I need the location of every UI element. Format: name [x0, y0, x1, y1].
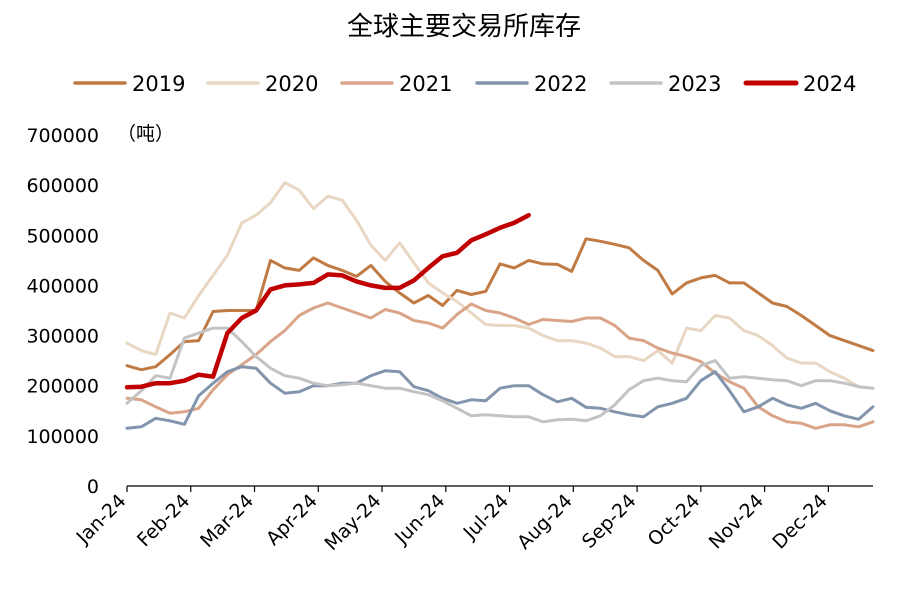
x-tick-label: Jan-24 — [72, 490, 131, 549]
series-line-2022 — [125, 365, 875, 430]
x-tick-label: Jul-24 — [459, 490, 513, 544]
series-line-2020 — [125, 181, 875, 390]
legend-label: 2021 — [399, 72, 452, 96]
y-tick-label: 700000 — [26, 125, 99, 147]
x-tick-label: Sep-24 — [578, 490, 641, 553]
legend-label: 2020 — [265, 72, 318, 96]
x-tick-label: Dec-24 — [768, 490, 832, 554]
y-tick-label: 600000 — [26, 175, 99, 197]
x-tick-label: Mar-24 — [196, 490, 258, 552]
legend-label: 2022 — [534, 72, 587, 96]
legend-item-2023: 2023 — [609, 72, 721, 96]
x-tick-label: Apr-24 — [262, 490, 322, 550]
x-tick-label: Jun-24 — [390, 490, 449, 549]
legend-label: 2019 — [132, 72, 185, 96]
chart-title: 全球主要交易所库存 — [347, 12, 581, 42]
series-line-2024 — [124, 212, 531, 390]
y-axis: 0 100000 200000 300000 400000 500000 600000 700… — [26, 125, 99, 498]
series-line-2019 — [125, 237, 875, 372]
legend-item-2021: 2021 — [340, 72, 452, 96]
y-tick-label: 100000 — [26, 426, 99, 448]
legend-item-2024: 2024 — [743, 72, 856, 96]
x-tick-label: Nov-24 — [705, 490, 768, 553]
y-tick-label: 0 — [87, 476, 99, 498]
series-line-2021 — [125, 301, 875, 430]
x-tick-label: Aug-24 — [513, 490, 577, 554]
series-layer — [124, 181, 875, 430]
legend-label: 2024 — [803, 72, 856, 96]
unit-label: （吨） — [117, 123, 174, 145]
legend-label: 2023 — [668, 72, 721, 96]
x-tick-label: Feb-24 — [133, 490, 194, 551]
legend-item-2020: 2020 — [206, 72, 318, 96]
y-tick-label: 400000 — [26, 275, 99, 297]
series-line-2023 — [125, 326, 875, 424]
y-tick-label: 300000 — [26, 326, 99, 348]
x-tick-label: May-24 — [321, 490, 386, 555]
y-tick-label: 200000 — [26, 376, 99, 398]
legend-item-2019: 2019 — [73, 72, 185, 96]
y-tick-label: 500000 — [26, 225, 99, 247]
legend-item-2022: 2022 — [475, 72, 587, 96]
x-tick-label: Oct-24 — [644, 490, 705, 551]
legend: 2019 2020 2021 2022 2023 2024 — [73, 72, 856, 96]
